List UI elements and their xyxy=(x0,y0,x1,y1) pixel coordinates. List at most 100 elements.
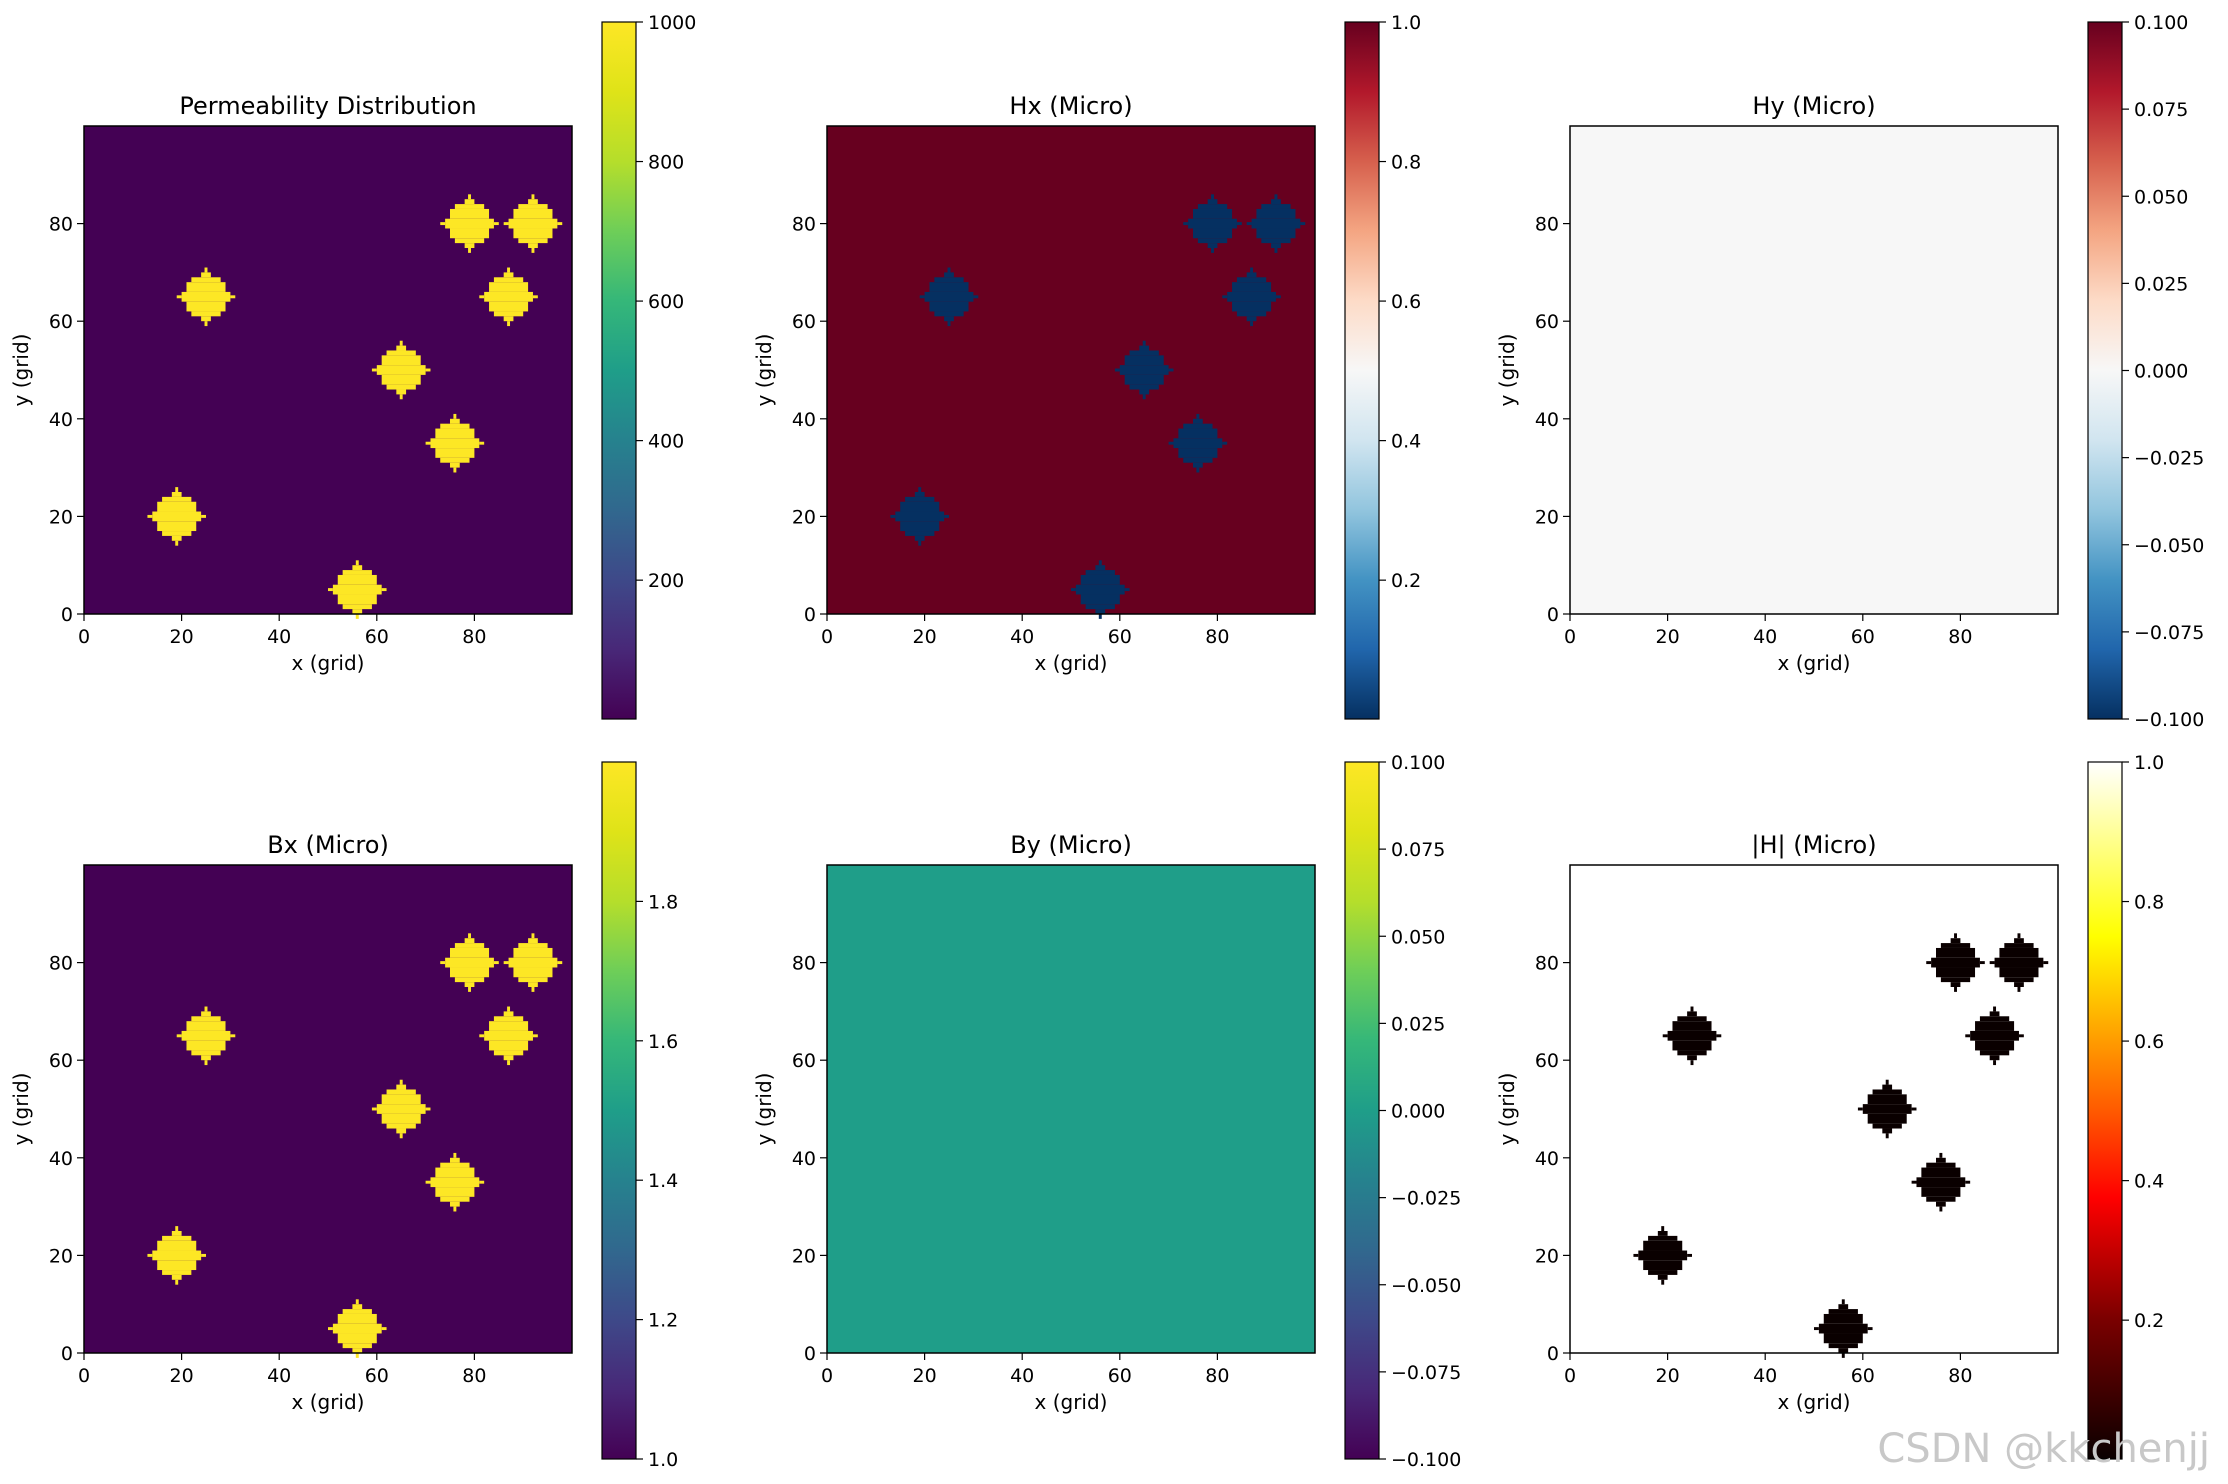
colorbar-tick-label: 1.8 xyxy=(648,891,678,913)
colorbar-tick-label: −0.025 xyxy=(2134,448,2204,470)
inclusion-1 xyxy=(147,487,206,546)
axes-frame xyxy=(83,864,573,1354)
colorbar xyxy=(601,761,637,1460)
x-tick-label: 60 xyxy=(1851,626,1875,648)
inclusion-3 xyxy=(328,560,387,619)
y-tick-label: 80 xyxy=(49,214,73,236)
colorbar-tick-label: −0.075 xyxy=(1391,1362,1461,1384)
x-tick-label: 80 xyxy=(1205,626,1229,648)
colorbar-tick-label: 0.075 xyxy=(1391,839,1445,861)
heatmap-background xyxy=(1570,126,2058,614)
x-tick-label: 20 xyxy=(913,626,937,648)
colorbar-tick-label: 0.6 xyxy=(2134,1031,2164,1053)
x-tick-label: 60 xyxy=(1108,626,1132,648)
colorbar-tick-label: 600 xyxy=(648,291,684,313)
y-axis-label: y (grid) xyxy=(9,1073,33,1146)
y-tick-label: 20 xyxy=(792,506,816,528)
panel-3: 0 20 40 60 80 0 20 40 60 80 Hy (Micro) x (grid) y (g… xyxy=(1495,12,2204,731)
y-tick-label: 40 xyxy=(792,409,816,431)
x-tick-label: 60 xyxy=(1851,1365,1875,1387)
colorbar-tick-label: 0.8 xyxy=(2134,892,2164,914)
x-axis-label: x (grid) xyxy=(292,1390,365,1414)
colorbar xyxy=(2087,761,2123,1460)
inclusion-5 xyxy=(1911,1152,1971,1212)
panel-title: By (Micro) xyxy=(1010,831,1132,859)
inclusion-2 xyxy=(1662,1006,1722,1066)
x-tick-label: 20 xyxy=(170,626,194,648)
colorbar-tick-label: 0.4 xyxy=(2134,1171,2164,1193)
panel-title: Permeability Distribution xyxy=(179,92,476,120)
panel-title: Bx (Micro) xyxy=(267,831,389,859)
heatmap-background xyxy=(1570,865,2058,1353)
y-tick-label: 80 xyxy=(792,953,816,975)
y-tick-label: 80 xyxy=(1535,214,1559,236)
inclusion-5 xyxy=(1168,413,1228,473)
x-tick-label: 80 xyxy=(462,626,486,648)
inclusion-6 xyxy=(1183,194,1242,253)
colorbar-tick-label: 0.075 xyxy=(2134,99,2188,121)
panels: 0 20 40 60 80 0 20 40 60 80 Permeability Distribut… xyxy=(9,12,2204,1471)
y-tick-label: 0 xyxy=(61,604,73,626)
y-tick-label: 0 xyxy=(804,604,816,626)
inclusion-8 xyxy=(503,933,563,992)
colorbar-tick-label: 0.000 xyxy=(2134,361,2188,383)
y-tick-label: 20 xyxy=(1535,1245,1559,1267)
colorbar-tick-label: −0.050 xyxy=(1391,1275,1461,1297)
inclusion-7 xyxy=(1965,1006,2024,1066)
inclusion-3 xyxy=(1071,560,1130,619)
x-tick-label: 40 xyxy=(1753,626,1777,648)
x-tick-label: 0 xyxy=(1564,626,1576,648)
y-axis-label: y (grid) xyxy=(1495,1073,1519,1146)
y-axis-label: y (grid) xyxy=(752,1073,776,1146)
colorbar-tick-label: 0.8 xyxy=(1391,152,1421,174)
colorbar-tick-label: 0.025 xyxy=(2134,273,2188,295)
y-tick-label: 40 xyxy=(792,1148,816,1170)
y-tick-label: 60 xyxy=(1535,311,1559,333)
colorbar-tick-label: 200 xyxy=(648,570,684,592)
colorbar-tick-label: 0.100 xyxy=(2134,12,2188,34)
y-tick-label: 20 xyxy=(49,506,73,528)
x-tick-label: 0 xyxy=(821,1365,833,1387)
x-tick-label: 0 xyxy=(78,1365,90,1387)
colorbar xyxy=(1344,21,1380,720)
y-tick-label: 60 xyxy=(49,311,73,333)
colorbar-tick-label: 0.100 xyxy=(1391,752,1445,774)
inclusion-8 xyxy=(1989,933,2049,992)
colorbar xyxy=(2087,21,2123,720)
y-tick-label: 60 xyxy=(1535,1050,1559,1072)
x-tick-label: 80 xyxy=(462,1365,486,1387)
inclusion-7 xyxy=(479,267,538,327)
panel-title: Hx (Micro) xyxy=(1009,92,1132,120)
y-tick-label: 20 xyxy=(49,1245,73,1267)
x-tick-label: 60 xyxy=(1108,1365,1132,1387)
colorbar-tick-label: 0.050 xyxy=(1391,926,1445,948)
x-axis-label: x (grid) xyxy=(1035,1390,1108,1414)
x-tick-label: 60 xyxy=(365,1365,389,1387)
inclusion-1 xyxy=(1633,1226,1692,1285)
x-tick-label: 20 xyxy=(1656,626,1680,648)
inclusion-6 xyxy=(440,194,499,253)
x-tick-label: 20 xyxy=(1656,1365,1680,1387)
colorbar-tick-label: 0.2 xyxy=(1391,570,1421,592)
panel-title: Hy (Micro) xyxy=(1752,92,1875,120)
x-tick-label: 40 xyxy=(1010,1365,1034,1387)
y-tick-label: 60 xyxy=(792,311,816,333)
y-tick-label: 80 xyxy=(49,953,73,975)
panel-title: |H| (Micro) xyxy=(1751,831,1876,859)
inclusion-7 xyxy=(1222,267,1281,327)
axes-frame xyxy=(1569,125,2059,615)
inclusion-6 xyxy=(440,933,499,992)
axes-frame xyxy=(826,125,1316,615)
x-tick-label: 60 xyxy=(365,626,389,648)
inclusion-2 xyxy=(176,267,236,327)
inclusion-6 xyxy=(1926,933,1985,992)
x-tick-label: 20 xyxy=(913,1365,937,1387)
colorbar-tick-label: 1.4 xyxy=(648,1170,678,1192)
y-axis-label: y (grid) xyxy=(752,334,776,407)
watermark: CSDN @kkchenjj xyxy=(1877,1426,2210,1472)
inclusion-4 xyxy=(371,340,431,400)
x-tick-label: 80 xyxy=(1948,1365,1972,1387)
y-tick-label: 0 xyxy=(1547,1343,1559,1365)
